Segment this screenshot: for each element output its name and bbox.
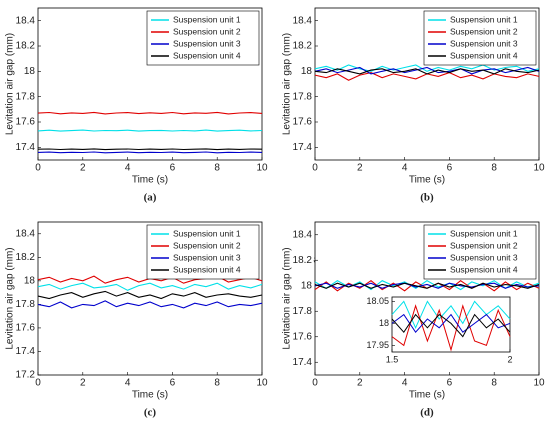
y-tick-label: 18.4: [16, 228, 36, 239]
y-tick-label: 17.4: [293, 357, 313, 368]
y-axis-label: Levitation air gap (mm): [282, 33, 293, 135]
y-tick-label: 18: [379, 318, 389, 328]
x-tick-label: 2: [80, 378, 86, 389]
x-tick-label: 2: [80, 163, 86, 174]
x-tick-label: 4: [125, 163, 131, 174]
x-tick-label: 4: [402, 378, 408, 389]
y-axis-label: Levitation air gap (mm): [5, 247, 16, 349]
x-tick-label: 10: [256, 378, 268, 389]
series-line: [314, 68, 540, 75]
y-tick-label: 17.6: [293, 331, 313, 342]
x-tick-label: 0: [312, 163, 318, 174]
y-tick-label: 17.8: [16, 299, 36, 310]
y-tick-label: 17.4: [16, 346, 36, 357]
y-tick-label: 18.4: [293, 15, 313, 26]
legend-label: Suspension unit 2: [450, 240, 518, 250]
x-tick-label: 2: [357, 378, 363, 389]
x-tick-label: 6: [447, 163, 453, 174]
x-tick-label: 1.5: [386, 354, 399, 364]
legend-label: Suspension unit 3: [173, 38, 241, 48]
x-tick-label: 0: [35, 378, 41, 389]
series-line: [391, 304, 511, 352]
y-tick-label: 18: [301, 280, 313, 291]
y-tick-label: 17.8: [293, 91, 313, 102]
y-tick-label: 17.8: [293, 306, 313, 317]
y-tick-label: 18: [24, 275, 36, 286]
x-tick-label: 4: [402, 163, 408, 174]
y-tick-label: 18.2: [293, 41, 313, 52]
series-line: [391, 313, 511, 334]
legend-label: Suspension unit 1: [450, 228, 518, 238]
y-tick-label: 18.2: [293, 255, 313, 266]
x-tick-label: 6: [170, 163, 176, 174]
legend-label: Suspension unit 1: [450, 14, 518, 24]
legend-label: Suspension unit 4: [450, 50, 518, 60]
y-tick-label: 17.8: [16, 91, 36, 102]
legend-label: Suspension unit 3: [450, 252, 518, 262]
y-tick-label: 18.2: [16, 41, 36, 52]
x-axis-label: Time (s): [409, 175, 445, 186]
x-axis-label: Time (s): [132, 175, 168, 186]
y-tick-label: 17.2: [16, 370, 36, 381]
y-axis-label: Levitation air gap (mm): [282, 247, 293, 349]
series-line: [37, 290, 263, 300]
x-tick-label: 8: [491, 378, 497, 389]
legend-label: Suspension unit 3: [450, 38, 518, 48]
y-tick-label: 18.05: [366, 296, 389, 306]
series-line: [37, 111, 263, 115]
series-line: [37, 148, 263, 151]
series-line: [37, 151, 263, 154]
y-tick-label: 17.4: [16, 142, 36, 153]
y-tick-label: 18: [24, 66, 36, 77]
legend-label: Suspension unit 4: [173, 50, 241, 60]
x-tick-label: 8: [491, 163, 497, 174]
y-tick-label: 18.4: [16, 15, 36, 26]
series-line: [37, 282, 263, 291]
series-line: [314, 66, 540, 75]
panel-caption: (c): [144, 407, 157, 419]
y-tick-label: 17.6: [293, 117, 313, 128]
series-line: [37, 300, 263, 309]
y-tick-label: 18: [301, 66, 313, 77]
legend-label: Suspension unit 1: [173, 228, 241, 238]
x-tick-label: 8: [214, 378, 220, 389]
legend-label: Suspension unit 4: [450, 264, 518, 274]
legend-label: Suspension unit 2: [173, 26, 241, 36]
legend-label: Suspension unit 1: [173, 14, 241, 24]
series-line: [314, 64, 540, 72]
y-tick-label: 18.2: [16, 252, 36, 263]
legend-label: Suspension unit 3: [173, 252, 241, 262]
x-tick-label: 0: [312, 378, 318, 389]
y-tick-label: 17.4: [293, 142, 313, 153]
panel-caption: (d): [420, 407, 434, 419]
x-tick-label: 8: [214, 163, 220, 174]
x-axis-label: Time (s): [409, 390, 445, 401]
panel-caption: (b): [420, 192, 434, 204]
x-tick-label: 10: [256, 163, 268, 174]
y-tick-label: 17.6: [16, 323, 36, 334]
x-tick-label: 0: [35, 163, 41, 174]
legend-label: Suspension unit 4: [173, 264, 241, 274]
inset-box: [391, 296, 511, 353]
x-tick-label: 2: [357, 163, 363, 174]
series-line: [37, 129, 263, 132]
legend-label: Suspension unit 2: [450, 26, 518, 36]
x-tick-label: 6: [170, 378, 176, 389]
x-tick-label: 10: [533, 163, 545, 174]
y-axis-label: Levitation air gap (mm): [5, 33, 16, 135]
legend-label: Suspension unit 2: [173, 240, 241, 250]
series-line: [314, 282, 540, 289]
x-tick-label: 4: [125, 378, 131, 389]
y-tick-label: 17.95: [366, 340, 389, 350]
panel-caption: (a): [144, 192, 157, 204]
x-tick-label: 2: [507, 354, 512, 364]
x-tick-label: 10: [533, 378, 545, 389]
series-line: [391, 313, 511, 338]
x-axis-label: Time (s): [132, 390, 168, 401]
y-tick-label: 17.6: [16, 117, 36, 128]
x-tick-label: 6: [447, 378, 453, 389]
y-tick-label: 18.4: [293, 229, 313, 240]
